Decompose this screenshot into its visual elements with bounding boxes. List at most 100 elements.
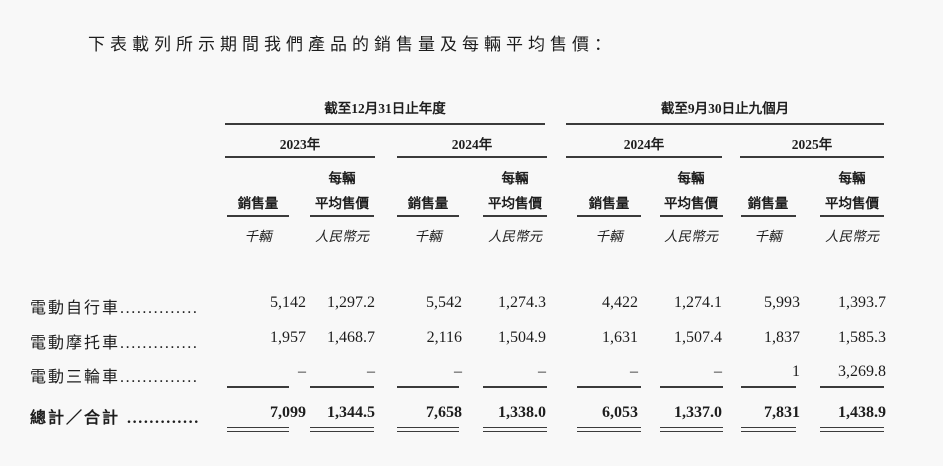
subtotal-rule xyxy=(310,386,374,388)
cell-value: – xyxy=(630,363,638,380)
volume-header: 銷售量 xyxy=(407,196,449,211)
cell-value: 1,504.9 xyxy=(498,329,546,346)
cell-value: 1,297.2 xyxy=(327,294,375,311)
year-label-2023: 2023年 xyxy=(279,137,321,152)
cell-value: 1,507.4 xyxy=(674,329,722,346)
asp-header-line1: 每輛 xyxy=(328,171,356,186)
period-rule xyxy=(225,123,545,125)
asp-header-line2: 平均售價 xyxy=(488,196,542,211)
total-double-rule xyxy=(660,427,723,432)
asp-header-line1: 每輛 xyxy=(838,171,866,186)
total-value: 1,338.0 xyxy=(498,404,546,421)
column-rule xyxy=(741,215,796,217)
year-label-2024-9m: 2024年 xyxy=(623,137,665,152)
leader-dots: .............. xyxy=(120,369,199,386)
cell-value: 5,542 xyxy=(426,294,462,311)
unit-asp: 人民幣元 xyxy=(488,229,542,244)
total-double-rule xyxy=(397,427,459,432)
subtotal-rule xyxy=(820,386,884,388)
column-rule xyxy=(397,215,459,217)
total-row: 總計／合計............. 7,099 1,344.5 7,658 1… xyxy=(0,404,943,427)
row-label: 電動自行車.............. xyxy=(30,294,198,318)
year-label-2024: 2024年 xyxy=(451,137,493,152)
cell-value: 1 xyxy=(792,363,800,380)
total-double-rule xyxy=(820,427,884,432)
cell-value: 5,993 xyxy=(764,294,800,311)
total-double-rule xyxy=(310,427,374,432)
cell-value: 1,631 xyxy=(602,329,638,346)
period-header-nine-month: 截至9月30日止九個月 xyxy=(660,101,790,116)
subtotal-rule xyxy=(483,386,547,388)
leader-dots: .............. xyxy=(120,300,199,317)
table-row: 電動自行車.............. 5,142 1,297.2 5,542 … xyxy=(0,294,943,317)
column-rule xyxy=(820,215,884,217)
cell-value: 1,468.7 xyxy=(327,329,375,346)
year-label-2025-9m: 2025年 xyxy=(791,137,833,152)
total-value: 7,831 xyxy=(764,404,800,421)
unit-asp: 人民幣元 xyxy=(825,229,879,244)
leader-dots: ............. xyxy=(127,410,200,427)
unit-asp: 人民幣元 xyxy=(664,229,718,244)
table-row: 電動三輪車.............. – – – – – – 1 3,269.… xyxy=(0,363,943,386)
unit-volume: 千輛 xyxy=(414,229,442,244)
total-value: 1,337.0 xyxy=(674,404,722,421)
total-value: 1,438.9 xyxy=(838,404,886,421)
unit-volume: 千輛 xyxy=(244,229,272,244)
row-label: 電動摩托車.............. xyxy=(30,329,198,353)
cell-value: – xyxy=(298,363,306,380)
subtotal-rule xyxy=(660,386,723,388)
total-double-rule xyxy=(577,427,641,432)
cell-value: 1,274.1 xyxy=(674,294,722,311)
subtotal-rule xyxy=(227,386,289,388)
year-rule xyxy=(566,156,722,158)
asp-header-line2: 平均售價 xyxy=(664,196,718,211)
subtotal-rule xyxy=(741,386,796,388)
row-label: 電動三輪車.............. xyxy=(30,363,198,387)
cell-value: 4,422 xyxy=(602,294,638,311)
cell-value: – xyxy=(454,363,462,380)
column-rule xyxy=(227,215,289,217)
cell-value: 1,585.3 xyxy=(838,329,886,346)
column-rule xyxy=(310,215,374,217)
asp-header-line1: 每輛 xyxy=(501,171,529,186)
total-double-rule xyxy=(741,427,796,432)
volume-header: 銷售量 xyxy=(588,196,630,211)
cell-value: – xyxy=(367,363,375,380)
table-row: 電動摩托車.............. 1,957 1,468.7 2,116 … xyxy=(0,329,943,352)
volume-header: 銷售量 xyxy=(747,196,789,211)
row-label-text: 電動自行車 xyxy=(30,300,121,317)
asp-header-line2: 平均售價 xyxy=(825,196,879,211)
year-rule xyxy=(397,156,547,158)
total-double-rule xyxy=(227,427,289,432)
year-rule xyxy=(740,156,884,158)
total-label-text: 總計／合計 xyxy=(30,410,121,427)
column-rule xyxy=(577,215,641,217)
total-value: 7,658 xyxy=(426,404,462,421)
row-label-text: 電動摩托車 xyxy=(30,335,121,352)
cell-value: 3,269.8 xyxy=(838,363,886,380)
total-value: 7,099 xyxy=(270,404,306,421)
cell-value: 1,393.7 xyxy=(838,294,886,311)
period-header-annual: 截至12月31日止年度 xyxy=(324,101,446,116)
intro-text: 下表載列所示期間我們產品的銷售量及每輛平均售價： xyxy=(88,35,616,54)
column-rule xyxy=(483,215,547,217)
cell-value: 5,142 xyxy=(270,294,306,311)
total-value: 1,344.5 xyxy=(327,404,375,421)
cell-value: 1,957 xyxy=(270,329,306,346)
column-rule xyxy=(660,215,723,217)
cell-value: 1,837 xyxy=(764,329,800,346)
leader-dots: .............. xyxy=(120,335,199,352)
total-double-rule xyxy=(483,427,547,432)
year-rule xyxy=(225,156,375,158)
subtotal-rule xyxy=(577,386,641,388)
unit-asp: 人民幣元 xyxy=(315,229,369,244)
unit-volume: 千輛 xyxy=(595,229,623,244)
row-label-text: 電動三輪車 xyxy=(30,369,121,386)
volume-header: 銷售量 xyxy=(237,196,279,211)
cell-value: – xyxy=(538,363,546,380)
cell-value: – xyxy=(714,363,722,380)
unit-volume: 千輛 xyxy=(754,229,782,244)
cell-value: 1,274.3 xyxy=(498,294,546,311)
total-label: 總計／合計............. xyxy=(30,404,200,428)
